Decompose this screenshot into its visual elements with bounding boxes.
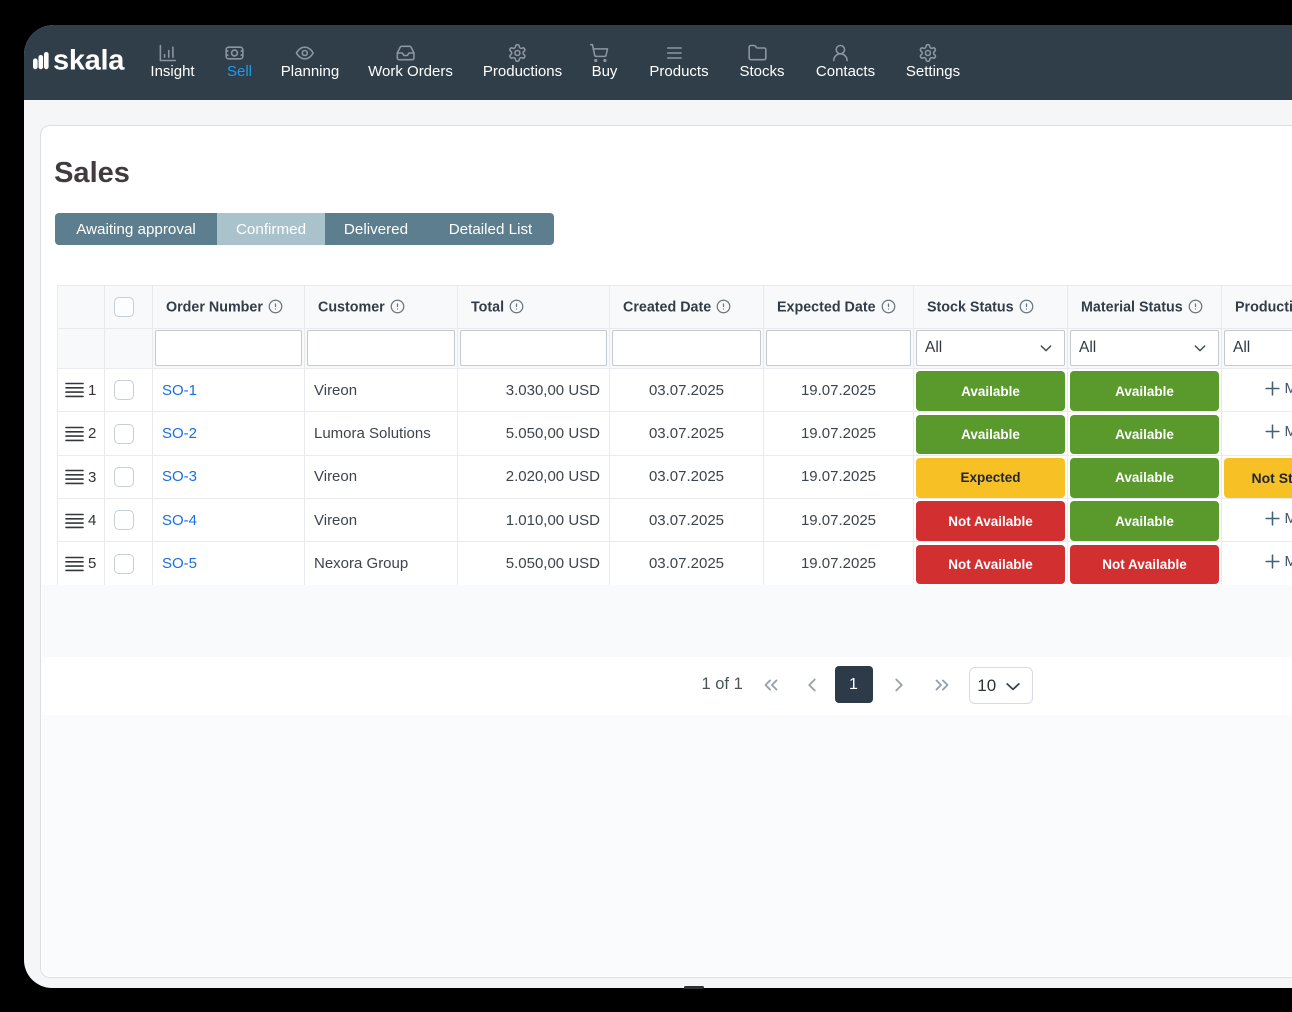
svg-text:skala: skala [53,49,125,75]
